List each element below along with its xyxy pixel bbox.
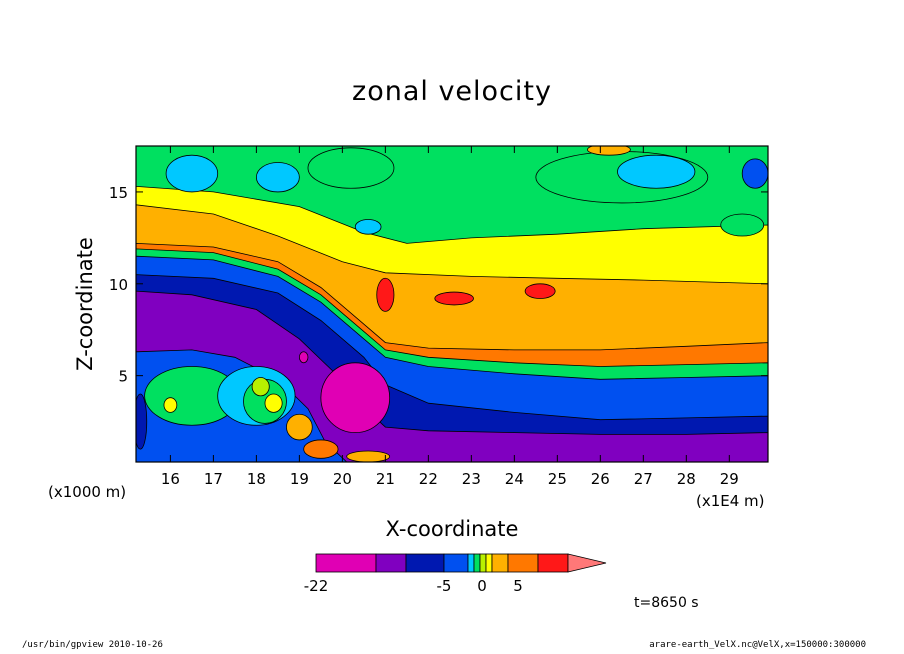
contour-cell-0 bbox=[165, 154, 219, 193]
contour-cell-10 bbox=[434, 291, 474, 306]
contour-field bbox=[136, 146, 768, 462]
colorbar-arrow bbox=[567, 553, 607, 573]
contour-cell-20 bbox=[346, 450, 391, 462]
colorbar-swatch bbox=[405, 553, 445, 573]
y-axis-label: Z-coordinate bbox=[73, 237, 97, 371]
x-tick-label: 17 bbox=[204, 470, 223, 488]
x-tick-label: 28 bbox=[677, 470, 696, 488]
contour-cell-22 bbox=[298, 351, 309, 364]
y-tick-label: 15 bbox=[109, 184, 128, 202]
contour-cell-19 bbox=[303, 439, 339, 459]
colorbar-swatch bbox=[491, 553, 509, 573]
x-tick-label: 23 bbox=[462, 470, 481, 488]
x-unit-left: (x1000 m) bbox=[48, 483, 126, 501]
y-axis-ticks: 5 10 15 bbox=[109, 184, 768, 386]
x-tick-label: 18 bbox=[247, 470, 266, 488]
x-tick-label: 25 bbox=[548, 470, 567, 488]
colorbar-swatch bbox=[507, 553, 539, 573]
contour-cell-8 bbox=[720, 213, 765, 237]
contour-cell-18 bbox=[286, 413, 313, 441]
colorbar-label: 5 bbox=[513, 577, 523, 595]
x-axis-ticks: 16 17 18 19 20 21 22 23 24 25 26 27 28 29 bbox=[161, 146, 739, 488]
x-unit-right: (x1E4 m) bbox=[696, 492, 765, 510]
contour-cell-5 bbox=[617, 154, 696, 189]
contour-cell-23 bbox=[136, 393, 148, 450]
contour-cell-1 bbox=[255, 162, 300, 193]
x-tick-label: 19 bbox=[290, 470, 309, 488]
footer-left: /usr/bin/gpview 2010-10-26 bbox=[22, 640, 163, 650]
colorbar-swatch bbox=[473, 553, 481, 573]
x-tick-label: 20 bbox=[333, 470, 352, 488]
colorbar: -22 -5 0 5 bbox=[304, 553, 607, 595]
contour-cell-15 bbox=[251, 377, 270, 397]
x-tick-label: 24 bbox=[505, 470, 524, 488]
footer-right: arare-earth_VelX.nc@VelX,x=150000:300000 bbox=[649, 640, 866, 650]
contour-cell-9 bbox=[376, 277, 395, 312]
colorbar-swatch bbox=[537, 553, 569, 573]
colorbar-swatch bbox=[375, 553, 407, 573]
contour-cell-7 bbox=[587, 146, 631, 156]
colorbar-swatch bbox=[443, 553, 469, 573]
colorbar-swatch bbox=[485, 553, 493, 573]
x-tick-label: 22 bbox=[419, 470, 438, 488]
contour-cell-11 bbox=[524, 283, 556, 299]
colorbar-swatch bbox=[467, 553, 475, 573]
colorbar-swatch bbox=[315, 553, 377, 573]
y-tick-label: 5 bbox=[118, 368, 128, 386]
x-axis-label: X-coordinate bbox=[386, 517, 519, 541]
x-tick-label: 21 bbox=[376, 470, 395, 488]
plot-frame bbox=[135, 145, 769, 463]
contour-cell-3 bbox=[307, 147, 395, 189]
chart-title: zonal velocity bbox=[352, 76, 552, 107]
x-tick-label: 29 bbox=[720, 470, 739, 488]
colorbar-label: -22 bbox=[304, 577, 329, 595]
contour-cell-6 bbox=[741, 158, 768, 189]
x-tick-label: 26 bbox=[591, 470, 610, 488]
x-tick-label: 16 bbox=[161, 470, 180, 488]
colorbar-swatch bbox=[479, 553, 487, 573]
x-tick-label: 27 bbox=[634, 470, 653, 488]
contour-cell-16 bbox=[163, 397, 178, 413]
contour-cell-21 bbox=[320, 362, 391, 434]
time-label: t=8650 s bbox=[634, 595, 699, 611]
colorbar-label: 0 bbox=[477, 577, 487, 595]
y-tick-label: 10 bbox=[109, 276, 128, 294]
contour-cell-17 bbox=[264, 393, 283, 413]
colorbar-label: -5 bbox=[437, 577, 452, 595]
contour-cell-2 bbox=[354, 219, 382, 235]
